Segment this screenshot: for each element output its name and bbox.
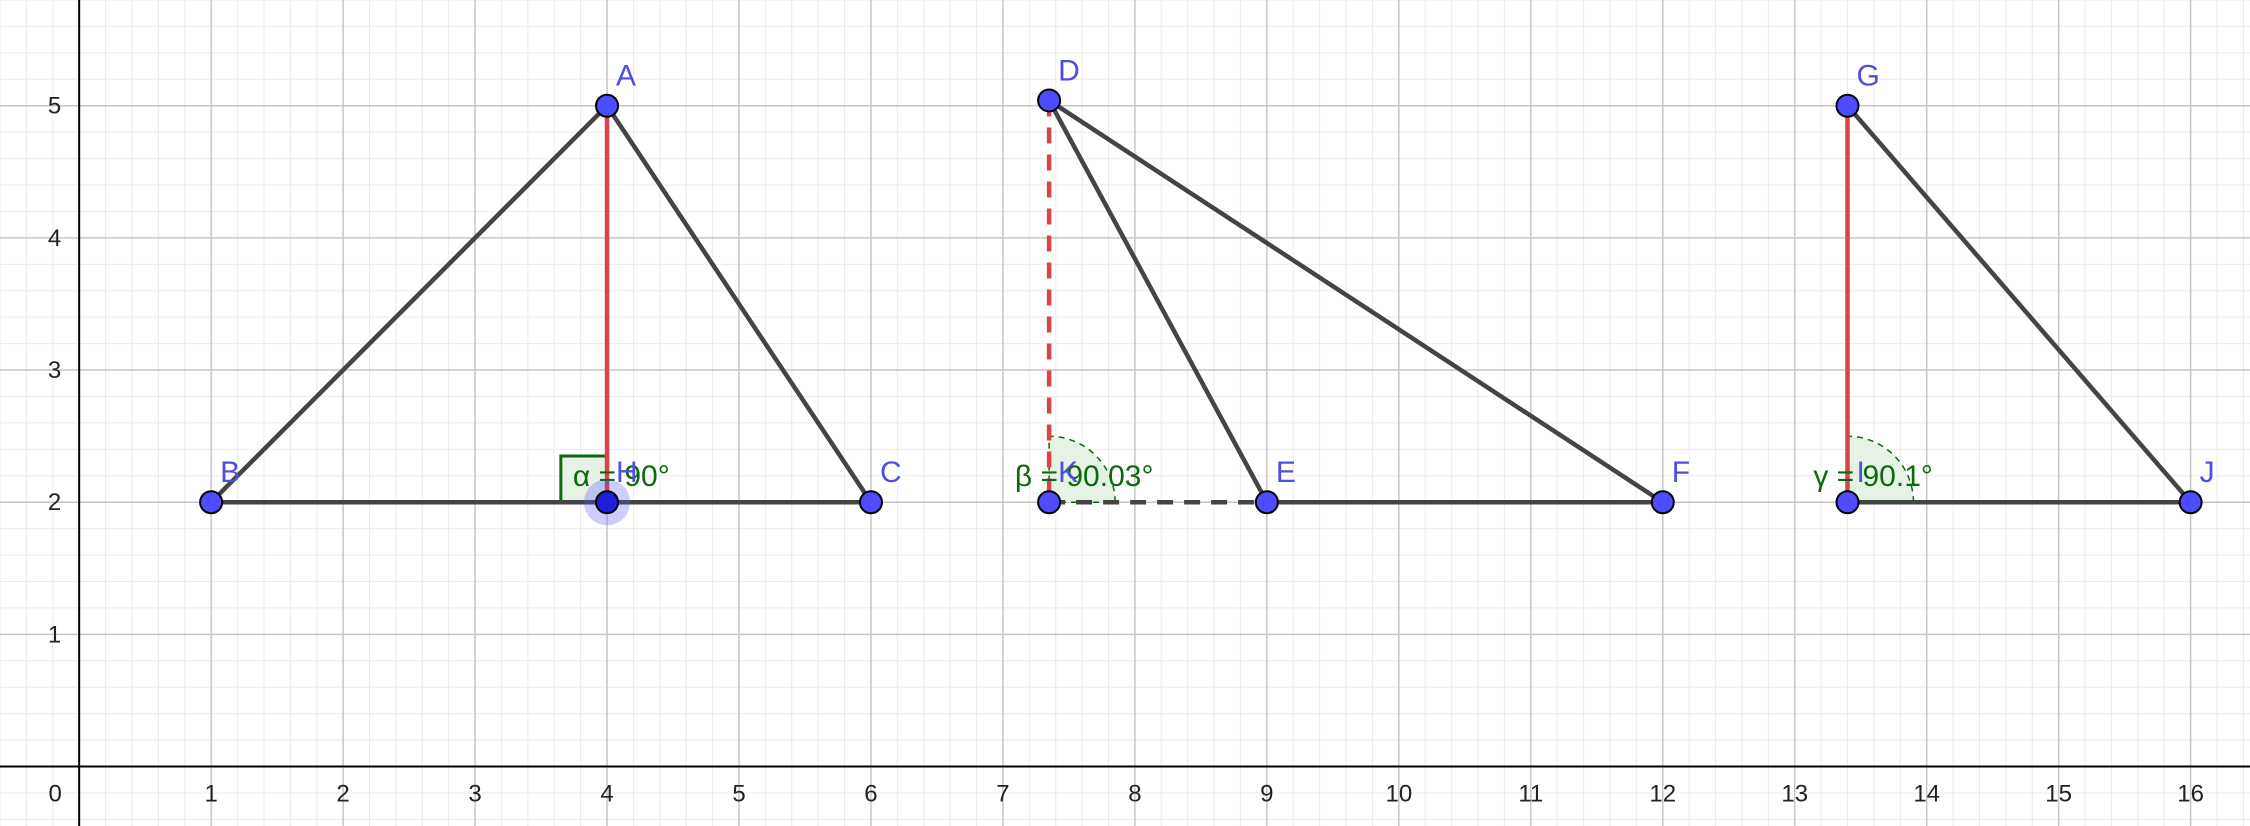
point-c[interactable] — [858, 490, 883, 515]
y-axis-tick-labels: 1 2 3 4 5 — [48, 93, 61, 649]
point-e[interactable] — [1254, 490, 1279, 515]
x-tick-label: 5 — [732, 781, 745, 808]
point-d[interactable] — [1037, 88, 1062, 113]
point-label-a: A — [616, 60, 636, 93]
point-label-h: H — [616, 456, 638, 489]
point-labels: A B C H D E F K G I J — [220, 54, 2214, 489]
point-label-f: F — [1672, 456, 1690, 489]
angle-label-gamma: γ = 90.1° — [1813, 460, 1933, 493]
x-tick-label: 4 — [600, 781, 613, 808]
point-b[interactable] — [199, 490, 224, 515]
y-tick-label: 2 — [48, 489, 61, 516]
point-a[interactable] — [595, 93, 620, 118]
angle-arc-marker — [1048, 435, 1116, 503]
angle-markers — [559, 435, 1915, 504]
point-label-i: I — [1857, 456, 1865, 489]
x-tick-label: 15 — [2045, 781, 2072, 808]
point-h[interactable] — [595, 490, 620, 515]
y-tick-label: 4 — [48, 225, 61, 252]
segments — [209, 98, 2193, 505]
x-axis-tick-labels: 0 1 2 3 4 5 6 7 8 9 10 11 12 13 14 15 16 — [48, 781, 2203, 808]
x-tick-label: 8 — [1128, 781, 1141, 808]
y-tick-label: 3 — [48, 357, 61, 384]
segment-ac[interactable] — [605, 104, 873, 504]
x-tick-label: 6 — [864, 781, 877, 808]
x-tick-label: 3 — [468, 781, 481, 808]
point-label-c: C — [880, 456, 902, 489]
segment-df[interactable] — [1047, 98, 1664, 505]
x-tick-label: 2 — [336, 781, 349, 808]
point-label-j: J — [2200, 456, 2215, 489]
x-tick-label: 13 — [1781, 781, 1808, 808]
x-tick-label: 16 — [2177, 781, 2204, 808]
points — [199, 88, 2203, 526]
x-tick-label: 10 — [1385, 781, 1412, 808]
point-label-b: B — [220, 456, 240, 489]
x-tick-label: 11 — [1518, 781, 1543, 808]
angle-labels: α = 90° β = 90.03° γ = 90.1° — [573, 460, 1933, 493]
point-label-k: K — [1058, 456, 1078, 489]
y-tick-label: 1 — [48, 621, 61, 648]
point-label-d: D — [1058, 54, 1080, 87]
point-g[interactable] — [1835, 93, 1860, 118]
angle-label-beta: β = 90.03° — [1015, 460, 1154, 493]
segment-gj[interactable] — [1845, 104, 2193, 504]
y-tick-label: 5 — [48, 93, 61, 120]
segment-ab[interactable] — [209, 104, 609, 504]
x-tick-label: 14 — [1913, 781, 1940, 808]
x-tick-label: 1 — [204, 781, 217, 808]
point-f[interactable] — [1650, 490, 1675, 515]
x-tick-label: 7 — [996, 781, 1009, 808]
point-label-g: G — [1857, 60, 1880, 93]
point-i[interactable] — [1835, 490, 1860, 515]
segment-de[interactable] — [1047, 99, 1269, 504]
angle-label-alpha: α = 90° — [573, 460, 670, 493]
point-label-e: E — [1276, 456, 1296, 489]
angle-arc-marker — [1846, 435, 1915, 503]
x-tick-label: 0 — [48, 781, 61, 808]
point-j[interactable] — [2178, 490, 2203, 515]
point-k[interactable] — [1037, 490, 1062, 515]
x-tick-label: 12 — [1649, 781, 1676, 808]
x-tick-label: 9 — [1260, 781, 1273, 808]
